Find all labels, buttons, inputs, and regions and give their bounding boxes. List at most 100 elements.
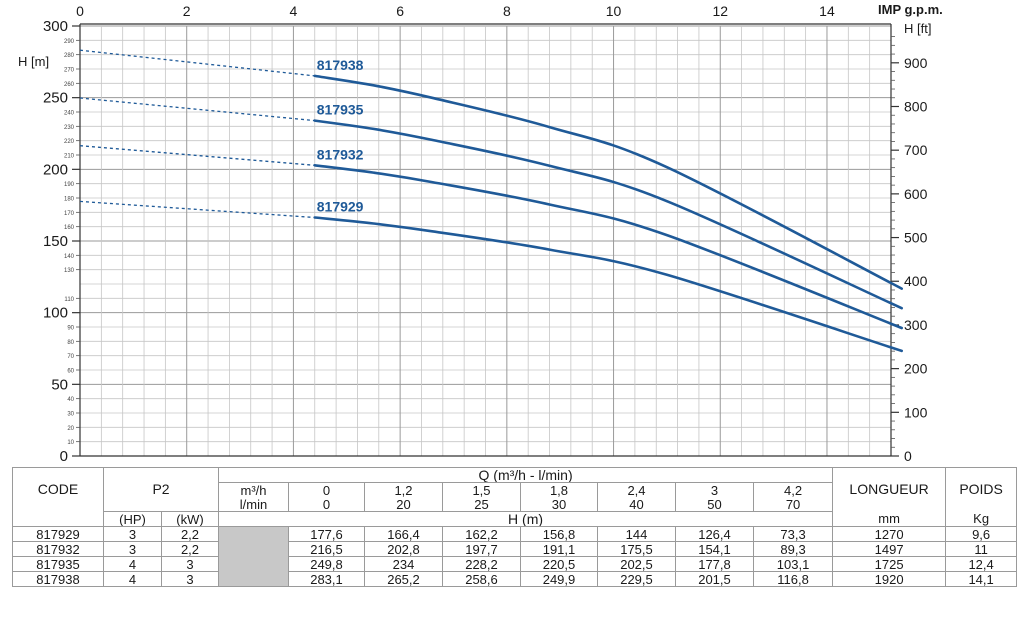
length-cell: 1725 bbox=[832, 556, 947, 572]
head-cell: 258,6 bbox=[442, 571, 521, 587]
code-cell: 817929 bbox=[12, 526, 104, 542]
flow-lmin-cell: 0 bbox=[288, 497, 365, 512]
y-right-tick-label: 200 bbox=[904, 361, 928, 377]
y-right-tick-label: 900 bbox=[904, 55, 928, 71]
chart-grid bbox=[79, 25, 892, 457]
length-unit-label: mm bbox=[832, 511, 947, 527]
series-817938-line bbox=[313, 74, 903, 290]
table-row: 817929 3 2,2 177,6 166,4 162,2 156,8 144… bbox=[12, 526, 1018, 587]
weight-cell: 11 bbox=[945, 541, 1018, 557]
hp-cell: 4 bbox=[103, 556, 162, 572]
y-left-tick-label: 300 bbox=[43, 18, 68, 35]
y-right-tick-label: 300 bbox=[904, 317, 928, 333]
code-header: CODE bbox=[12, 482, 104, 497]
p2-header: P2 bbox=[103, 482, 219, 497]
weight-header-top bbox=[945, 467, 1018, 483]
table-row: 817938 4 3 283,1 265,2 258,6 249,9 229,5… bbox=[12, 571, 1018, 587]
y-left-minor-tick-label: 80 bbox=[67, 340, 74, 346]
head-cell: 175,5 bbox=[597, 541, 676, 557]
table-header-row-4: (HP) (kW) H (m) mm Kg bbox=[12, 511, 1018, 527]
flow-m3h-cell: 1,8 bbox=[520, 482, 598, 497]
table-header-row-2: CODE P2 m³/h 0 1,2 1,5 1,8 2,4 3 4,2 LON… bbox=[12, 482, 1018, 497]
head-cell: 249,8 bbox=[288, 556, 365, 572]
length-cell: 1920 bbox=[832, 571, 947, 587]
weight-cell: 12,4 bbox=[945, 556, 1018, 572]
y-right-tick-label: 700 bbox=[904, 142, 928, 158]
x-tick-label: 12 bbox=[712, 3, 728, 19]
hp-unit-label: (HP) bbox=[103, 511, 162, 527]
hp-cell: 3 bbox=[103, 541, 162, 557]
y-right-axis-label: H [ft] bbox=[904, 21, 931, 36]
code-cell: 817935 bbox=[12, 556, 104, 572]
table-header-row-1: Q (m³/h - l/min) bbox=[12, 467, 1018, 483]
y-left-tick-label: 200 bbox=[43, 161, 68, 178]
flow-lmin-cell: 30 bbox=[520, 497, 598, 512]
length-header-spacer bbox=[832, 497, 947, 512]
table-row: 817932 3 2,2 216,5 202,8 197,7 191,1 175… bbox=[12, 541, 1018, 557]
y-left-minor-tick-label: 230 bbox=[64, 125, 75, 131]
y-left-minor-tick-label: 270 bbox=[64, 68, 75, 74]
head-cell: 191,1 bbox=[520, 541, 598, 557]
p2-header-spacer bbox=[103, 497, 219, 512]
series-label: 817935 bbox=[317, 102, 364, 118]
flow-lmin-cell: 20 bbox=[364, 497, 443, 512]
head-cell: 202,5 bbox=[597, 556, 676, 572]
code-header-bottom bbox=[12, 511, 104, 527]
flow-m3h-cell: 0 bbox=[288, 482, 365, 497]
y-left-minor-tick-label: 170 bbox=[64, 211, 75, 217]
weight-header-spacer bbox=[945, 497, 1018, 512]
x-tick-label: 14 bbox=[819, 3, 835, 19]
y-left-minor-tick-label: 210 bbox=[64, 154, 75, 160]
y-left-minor-tick-label: 70 bbox=[67, 354, 74, 360]
flow-m3h-cell: 4,2 bbox=[752, 482, 834, 497]
y-left-minor-tick-label: 180 bbox=[64, 197, 75, 203]
flow-lmin-cell: 25 bbox=[442, 497, 521, 512]
head-cell: 216,5 bbox=[288, 541, 365, 557]
y-left-minor-tick-label: 60 bbox=[67, 369, 74, 375]
y-left-minor-tick-label: 30 bbox=[67, 412, 74, 418]
flow-lmin-cell: 50 bbox=[675, 497, 754, 512]
p2-header-top bbox=[103, 467, 219, 483]
weight-unit-label: Kg bbox=[945, 511, 1018, 527]
flow-header: Q (m³/h - l/min) bbox=[217, 467, 834, 483]
y-left-minor-tick-label: 110 bbox=[64, 297, 74, 303]
head-cell: 229,5 bbox=[597, 571, 676, 587]
y-right-tick-label: 800 bbox=[904, 98, 928, 114]
flow-m3h-cell: 3 bbox=[675, 482, 754, 497]
y-left-minor-tick-label: 160 bbox=[64, 225, 75, 231]
flow-m3h-cell: 2,4 bbox=[597, 482, 676, 497]
y-left-minor-tick-label: 260 bbox=[64, 82, 75, 88]
hp-cell: 3 bbox=[103, 526, 162, 542]
head-cell: 201,5 bbox=[675, 571, 754, 587]
head-cell: 234 bbox=[364, 556, 443, 572]
head-cell: 162,2 bbox=[442, 526, 521, 542]
kw-cell: 2,2 bbox=[161, 526, 219, 542]
head-cell: 197,7 bbox=[442, 541, 521, 557]
x-tick-label: 10 bbox=[606, 3, 622, 19]
head-cell: 89,3 bbox=[752, 541, 834, 557]
head-unit-label: H (m) bbox=[217, 511, 834, 527]
y-left-minor-tick-label: 90 bbox=[67, 326, 74, 332]
code-cell: 817932 bbox=[12, 541, 104, 557]
y-left-minor-tick-label: 130 bbox=[64, 268, 75, 274]
head-cell: 177,8 bbox=[675, 556, 754, 572]
y-left-tick-label: 0 bbox=[60, 448, 68, 465]
table-row: 817935 4 3 249,8 234 228,2 220,5 202,5 1… bbox=[12, 556, 1018, 572]
series-label: 817932 bbox=[317, 146, 364, 162]
y-left-minor-tick-label: 280 bbox=[64, 53, 75, 59]
head-cell: 220,5 bbox=[520, 556, 598, 572]
x-tick-label: 2 bbox=[183, 3, 191, 19]
code-header-top bbox=[12, 467, 104, 483]
y-left-tick-label: 150 bbox=[43, 233, 68, 250]
length-cell: 1270 bbox=[832, 526, 947, 542]
flow-lmin-cell: 40 bbox=[597, 497, 676, 512]
kw-cell: 2,2 bbox=[161, 541, 219, 557]
unit-lmin-label: l/min bbox=[218, 497, 289, 512]
head-cell: 249,9 bbox=[520, 571, 598, 587]
kw-cell: 3 bbox=[161, 571, 219, 587]
head-cell: 265,2 bbox=[364, 571, 443, 587]
y-right-tick-label: 400 bbox=[904, 273, 928, 289]
chart-series: 817929 817932 817935 817938 bbox=[79, 49, 903, 353]
y-left-minor-tick-label: 10 bbox=[67, 440, 74, 446]
head-cell: 116,8 bbox=[752, 571, 834, 587]
